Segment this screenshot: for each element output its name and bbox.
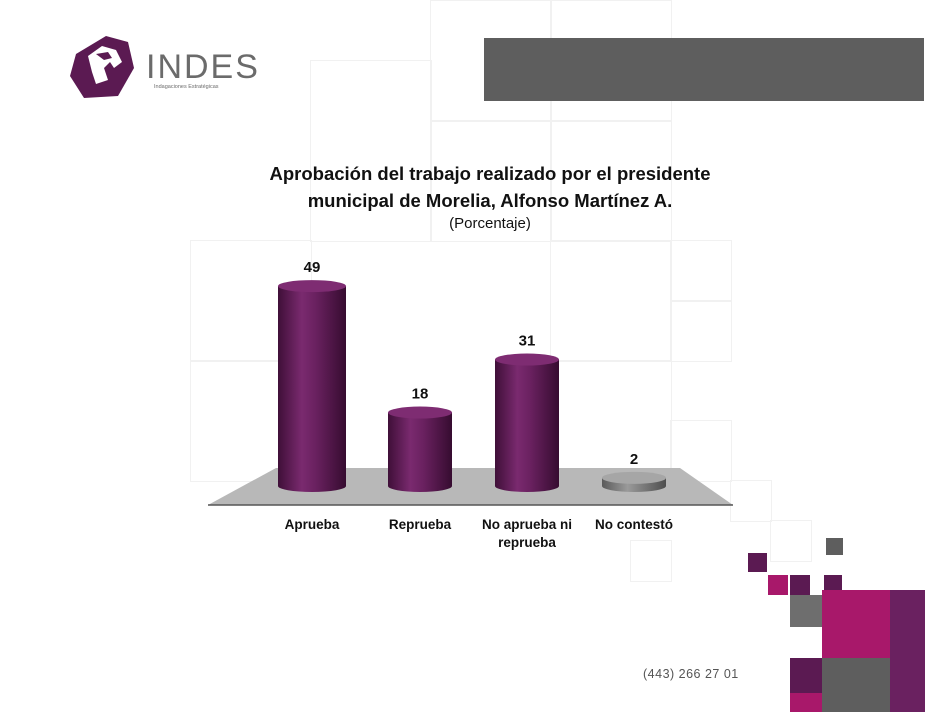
bar-body <box>495 359 559 492</box>
horse-head-logo-icon <box>70 36 134 98</box>
bar-top-cap <box>388 406 452 419</box>
data-label-no-aprueba-ni-reprueba: 31 <box>519 333 536 350</box>
brand-name: INDES <box>146 48 260 86</box>
data-label-no-contesto: 2 <box>630 451 638 468</box>
chart-title-line-2: municipal de Morelia, Alfonso Martínez A… <box>307 190 673 211</box>
data-label-reprueba: 18 <box>412 386 429 403</box>
data-label-aprueba: 49 <box>304 259 321 276</box>
bar-top-cap <box>278 280 346 293</box>
category-label-no-contesto: No contestó <box>595 517 673 532</box>
category-label-reprueba: Reprueba <box>389 517 452 532</box>
chart-title-block: Aprobación del trabajo realizado por el … <box>190 160 790 234</box>
indes-logo[interactable]: INDES Indagaciones Estratégicas <box>66 32 258 102</box>
bar-no-aprueba-ni-reprueba <box>495 353 559 492</box>
bar-aprueba <box>278 280 346 492</box>
brand-tagline: Indagaciones Estratégicas <box>154 84 219 90</box>
header-bar <box>484 38 924 101</box>
bar-reprueba <box>388 406 452 492</box>
chart-subtitle: (Porcentaje) <box>449 215 531 232</box>
chart-title-line-1: Aprobación del trabajo realizado por el … <box>269 163 711 184</box>
bar-body <box>278 286 346 492</box>
bar-no-contesto <box>602 471 666 492</box>
category-label-aprueba: Aprueba <box>285 517 340 532</box>
category-label-no-aprueba-ni-reprueba: No aprueba ni reprueba <box>482 517 572 550</box>
bar-top-cap <box>602 471 666 484</box>
bar-top-cap <box>495 353 559 366</box>
bar-body <box>388 412 452 492</box>
phone-number: (443) 266 27 01 <box>643 667 739 681</box>
